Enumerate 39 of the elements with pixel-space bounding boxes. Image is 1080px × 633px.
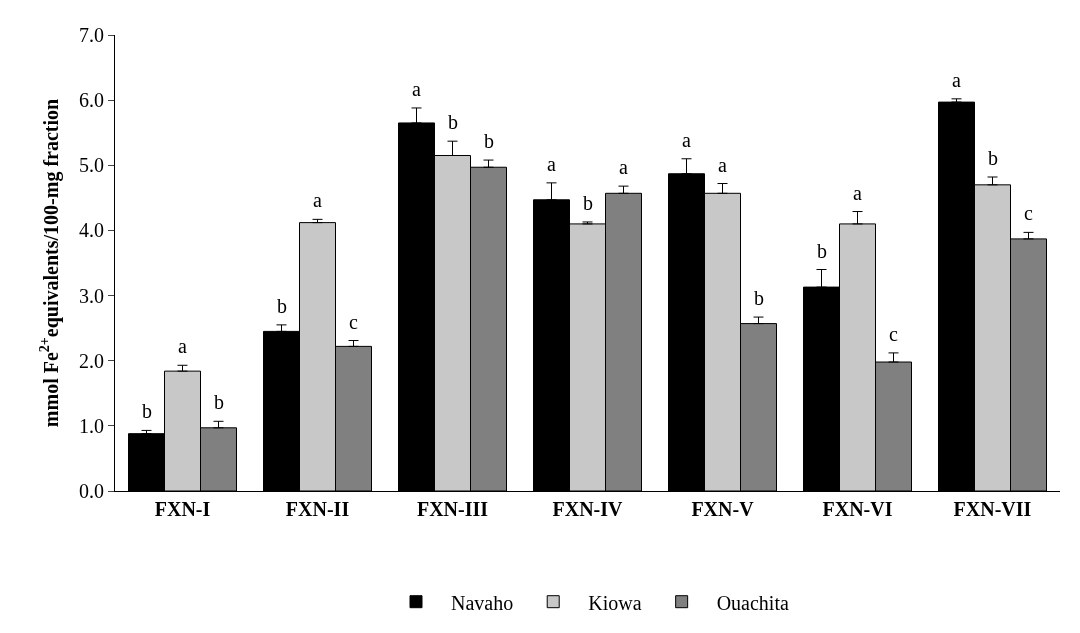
x-tick-label: FXN-VI: [822, 498, 893, 520]
x-tick-label: FXN-I: [154, 498, 211, 520]
data-label: b: [583, 192, 593, 214]
y-tick-label: 0.0: [79, 480, 104, 502]
data-label: a: [619, 156, 628, 178]
data-label: b: [214, 391, 224, 413]
data-label: c: [889, 323, 898, 345]
y-tick-label: 7.0: [79, 24, 104, 46]
y-tick-label: 3.0: [79, 284, 104, 307]
data-label: c: [1024, 202, 1033, 224]
y-tick-label: 6.0: [79, 89, 104, 112]
data-label: b: [988, 147, 998, 169]
x-tick-label: FXN-III: [416, 498, 489, 520]
x-tick-label: FXN-VII: [953, 498, 1032, 520]
legend-label: Ouachita: [716, 591, 789, 614]
data-label: a: [853, 182, 862, 204]
data-label: a: [547, 153, 556, 175]
data-label: b: [484, 130, 494, 152]
data-label: c: [349, 311, 358, 333]
x-tick-label: FXN-IV: [552, 498, 624, 520]
data-label: a: [178, 335, 187, 357]
data-label: a: [682, 129, 691, 151]
data-label: b: [754, 287, 764, 309]
data-label: b: [277, 295, 287, 317]
y-tick-label: 5.0: [79, 154, 104, 177]
y-tick-label: 1.0: [79, 414, 104, 437]
legend-label: Kiowa: [588, 591, 642, 614]
x-tick-label: FXN-II: [285, 498, 350, 520]
data-label: b: [448, 111, 458, 133]
y-tick-label: 2.0: [79, 349, 104, 372]
data-label: b: [142, 400, 152, 422]
data-label: a: [412, 78, 421, 100]
y-tick-label: 4.0: [79, 219, 104, 242]
data-label: a: [718, 154, 727, 176]
x-tick-label: FXN-V: [691, 498, 755, 520]
data-label: a: [952, 69, 961, 91]
data-label: a: [313, 189, 322, 211]
legend-label: Navaho: [451, 591, 514, 614]
data-label: b: [817, 240, 827, 262]
